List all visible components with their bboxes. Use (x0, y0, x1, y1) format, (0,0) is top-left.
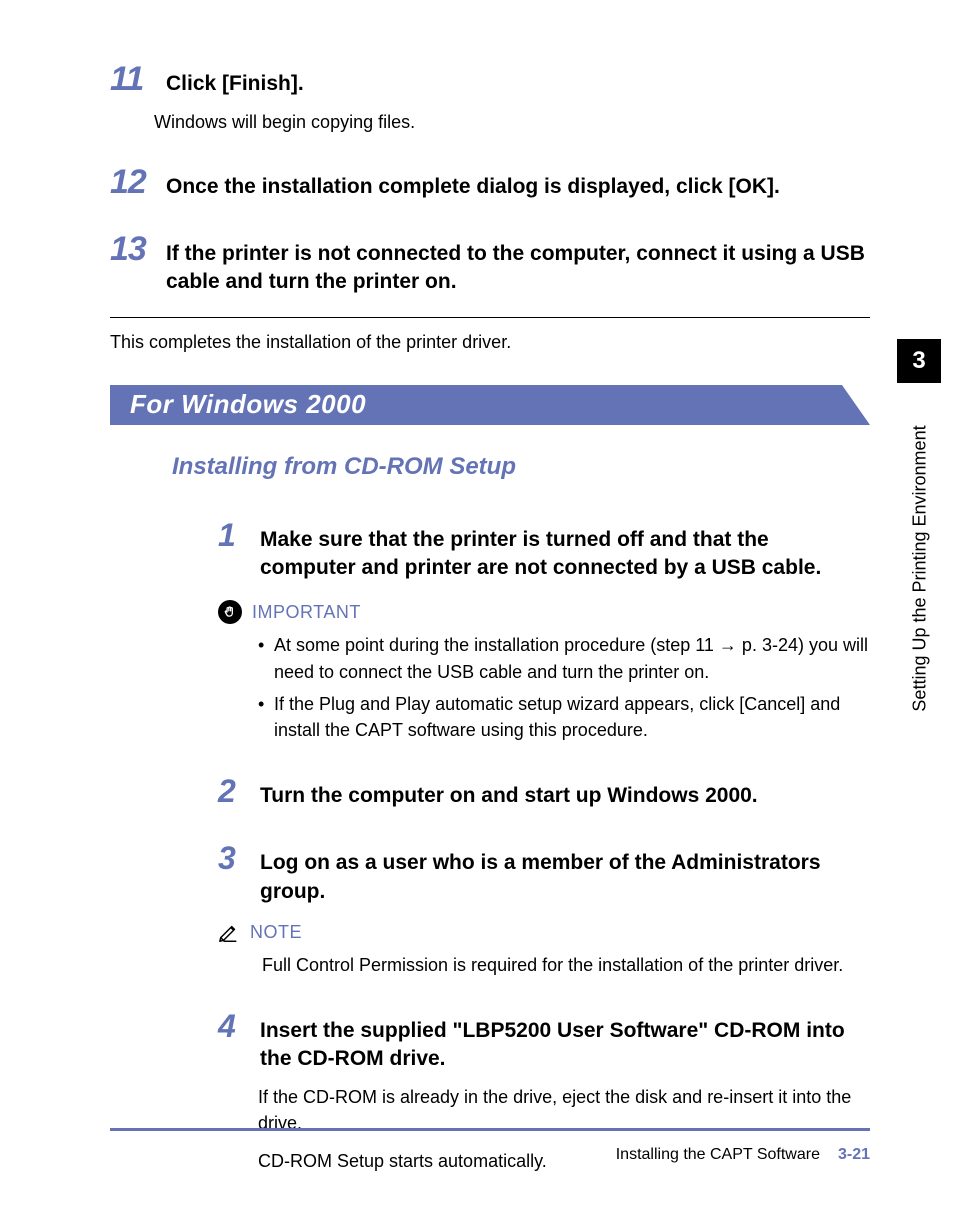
subheading: Installing from CD-ROM Setup (172, 453, 870, 481)
step-number: 4 (218, 1008, 248, 1045)
step-title: Make sure that the printer is turned off… (260, 526, 870, 583)
step-title: Click [Finish]. (166, 70, 304, 98)
page-footer: Installing the CAPT Software 3-21 (110, 1146, 870, 1164)
bullet-text: If the Plug and Play automatic setup wiz… (274, 691, 870, 743)
important-label: IMPORTANT (252, 602, 361, 623)
bullet-text: At some point during the installation pr… (274, 632, 870, 684)
step-row: 13 If the printer is not connected to th… (110, 230, 870, 297)
step-row: 3 Log on as a user who is a member of th… (218, 840, 870, 906)
bullet-item: • At some point during the installation … (258, 632, 870, 684)
note-label: NOTE (250, 922, 302, 943)
step-13: 13 If the printer is not connected to th… (110, 230, 870, 297)
step-number: 2 (218, 773, 248, 810)
divider-line (110, 317, 870, 318)
step-number: 11 (110, 60, 154, 99)
step-number: 3 (218, 840, 248, 877)
step-number: 13 (110, 230, 154, 269)
important-bullets: • At some point during the installation … (258, 632, 870, 742)
step-title: Turn the computer on and start up Window… (260, 782, 870, 810)
step-number: 12 (110, 163, 154, 202)
step-title: Once the installation complete dialog is… (166, 173, 780, 201)
step-12: 12 Once the installation complete dialog… (110, 163, 870, 202)
step-11: 11 Click [Finish]. Windows will begin co… (110, 60, 870, 135)
numbered-steps-group: 1 Make sure that the printer is turned o… (218, 517, 870, 1174)
step-title: Insert the supplied "LBP5200 User Softwa… (260, 1017, 870, 1074)
bullet-dot: • (258, 691, 266, 717)
callout-header: IMPORTANT (218, 600, 870, 624)
chapter-side-title: Setting Up the Printing Environment (904, 398, 936, 738)
pencil-note-icon (218, 922, 240, 944)
section-heading-title: For Windows 2000 (130, 389, 366, 420)
step-number: 1 (218, 517, 248, 554)
step-row: 1 Make sure that the printer is turned o… (218, 517, 870, 583)
step-body: Windows will begin copying files. (154, 109, 870, 135)
step-row: 12 Once the installation complete dialog… (110, 163, 870, 202)
note-body: Full Control Permission is required for … (262, 952, 870, 978)
footer-page-number: 3-21 (838, 1146, 870, 1164)
chapter-side-title-text: Setting Up the Printing Environment (910, 425, 931, 711)
chapter-number: 3 (912, 347, 925, 375)
step-2: 2 Turn the computer on and start up Wind… (218, 773, 870, 810)
chapter-tab: 3 (897, 339, 941, 383)
step-row: 4 Insert the supplied "LBP5200 User Soft… (218, 1008, 870, 1074)
step-title: If the printer is not connected to the c… (166, 240, 870, 297)
step-1: 1 Make sure that the printer is turned o… (218, 517, 870, 583)
step-row: 2 Turn the computer on and start up Wind… (218, 773, 870, 810)
footer-rule (110, 1128, 870, 1131)
page-root: 11 Click [Finish]. Windows will begin co… (0, 0, 954, 1227)
hand-stop-icon (218, 600, 242, 624)
important-callout: IMPORTANT (218, 600, 870, 624)
callout-header: NOTE (218, 922, 870, 944)
bullet-item: • If the Plug and Play automatic setup w… (258, 691, 870, 743)
note-callout: NOTE (218, 922, 870, 944)
step-row: 11 Click [Finish]. (110, 60, 870, 99)
completion-text: This completes the installation of the p… (110, 332, 870, 353)
content-column: 11 Click [Finish]. Windows will begin co… (110, 60, 870, 1202)
section-heading-bar: For Windows 2000 (110, 385, 870, 425)
footer-section-title: Installing the CAPT Software (616, 1146, 820, 1164)
bullet-dot: • (258, 632, 266, 658)
step-title: Log on as a user who is a member of the … (260, 849, 870, 906)
step-3: 3 Log on as a user who is a member of th… (218, 840, 870, 906)
